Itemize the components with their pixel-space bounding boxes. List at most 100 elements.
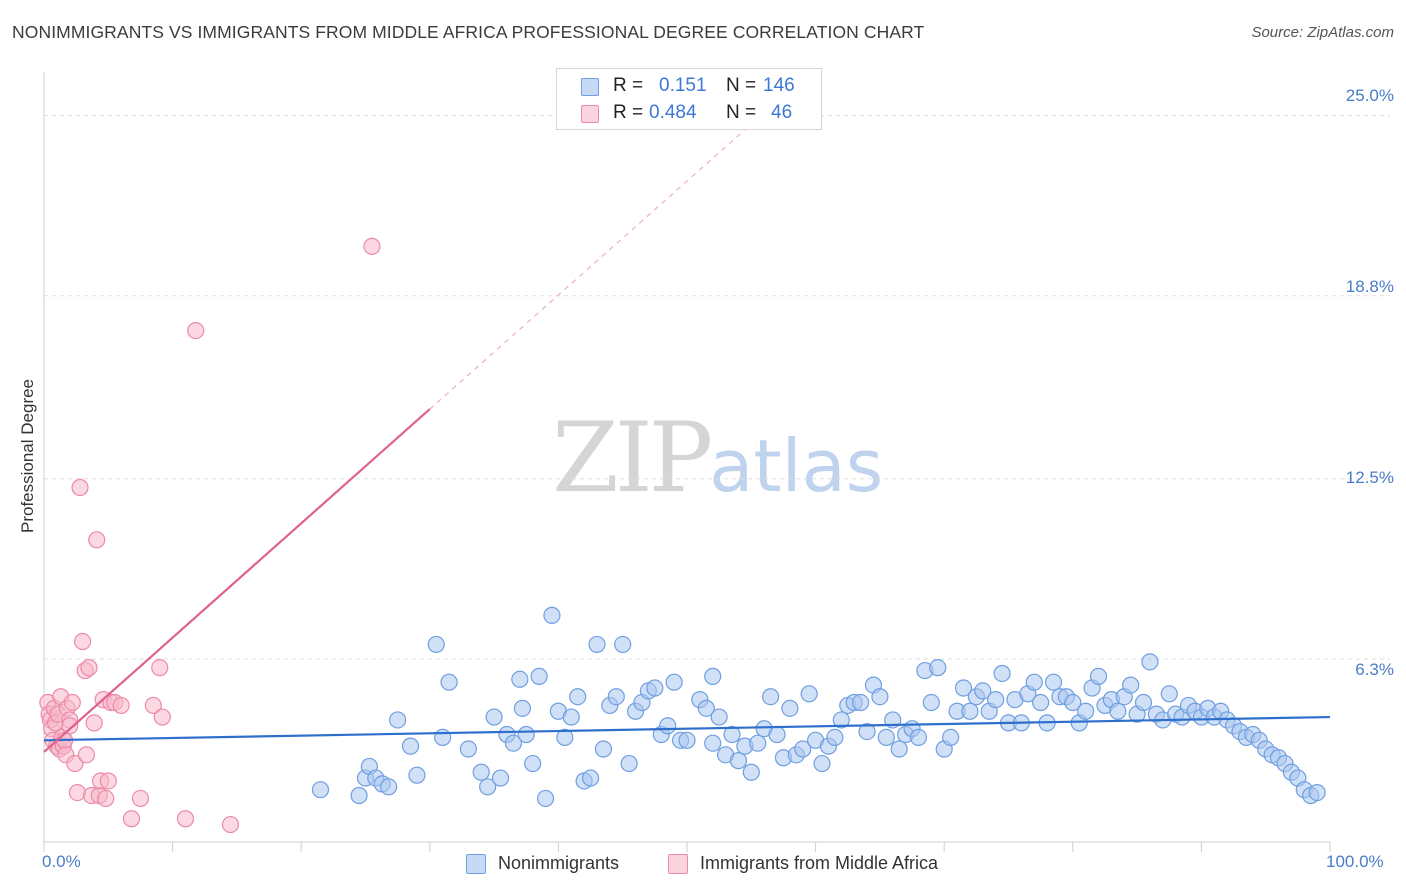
nonimmigrant-point <box>929 659 947 677</box>
x-tick-label-min: 0.0% <box>42 852 81 871</box>
y-tick-label-18-8: 18.8% <box>1345 277 1394 296</box>
legend-n-label: N = <box>726 75 757 96</box>
nonimmigrant-point <box>607 688 625 706</box>
immigrant-point <box>97 789 115 808</box>
nonimmigrant-point <box>974 682 992 700</box>
immigrant-point <box>187 322 205 340</box>
immigrant-point <box>176 810 195 828</box>
nonimmigrant-point <box>646 679 664 697</box>
legend-n-value: 46 <box>771 102 793 123</box>
nonimmigrant-point <box>761 688 780 706</box>
nonimmigrant-point <box>401 737 420 755</box>
nonimmigrant-point <box>832 711 850 729</box>
nonimmigrant-point <box>380 778 398 796</box>
nonimmigrant-point <box>749 734 767 752</box>
immigrant-trend-extension <box>429 112 765 410</box>
nonimmigrant-point <box>1122 676 1140 694</box>
nonimmigrant-point <box>427 635 445 654</box>
nonimmigrant-point <box>459 740 477 758</box>
legend-swatch-immigrants <box>668 854 688 874</box>
nonimmigrant-point <box>350 786 368 805</box>
nonimmigrant-point <box>993 664 1011 683</box>
immigrant-point <box>112 696 130 715</box>
nonimmigrant-point <box>697 699 715 717</box>
x-tick-label-max: 100.0% <box>1326 852 1384 871</box>
nonimmigrant-point <box>530 667 548 685</box>
immigrant-point <box>71 478 89 497</box>
immigrant-point <box>131 789 150 808</box>
immigrant-point <box>88 531 106 549</box>
nonimmigrant-point <box>678 731 696 749</box>
correlation-legend: R = 0.151 N = 146 R = 0.484 N = 46 <box>556 68 822 130</box>
y-tick-label-25: 25.0% <box>1345 86 1394 105</box>
immigrant-point <box>85 714 103 732</box>
nonimmigrant-point <box>710 708 728 726</box>
nonimmigrant-point <box>588 635 606 654</box>
legend-n-value: 146 <box>763 75 795 96</box>
nonimmigrant-point <box>852 693 870 712</box>
nonimmigrant-point <box>942 728 960 746</box>
nonimmigrant-point <box>871 688 889 706</box>
nonimmigrant-point <box>479 778 497 796</box>
nonimmigrant-point <box>1032 693 1050 712</box>
nonimmigrant-point <box>1141 653 1159 671</box>
immigrant-point <box>221 815 240 834</box>
nonimmigrant-point <box>485 708 503 726</box>
immigrant-point <box>144 696 162 715</box>
nonimmigrant-point <box>581 769 600 787</box>
nonimmigrant-point <box>524 754 542 773</box>
nonimmigrant-point <box>408 766 426 784</box>
chart-title: NONIMMIGRANTS VS IMMIGRANTS FROM MIDDLE … <box>12 22 925 42</box>
nonimmigrant-point <box>389 711 407 729</box>
nonimmigrant-point <box>1044 673 1063 691</box>
nonimmigrant-point <box>768 725 786 744</box>
nonimmigrant-point <box>987 691 1005 709</box>
nonimmigrant-point <box>543 606 561 624</box>
nonimmigrant-point <box>890 740 908 758</box>
nonimmigrant-point <box>961 702 979 720</box>
y-axis-title: Professional Degree <box>18 378 37 534</box>
immigrant-point <box>73 632 92 651</box>
immigrant-point <box>80 659 98 677</box>
nonimmigrant-point <box>1064 693 1082 712</box>
legend-swatch-nonimmigrants <box>466 854 486 874</box>
nonimmigrant-point <box>659 717 677 735</box>
nonimmigrant-point <box>665 673 683 691</box>
watermark-zip: ZIP <box>552 402 713 514</box>
nonimmigrant-point <box>594 740 613 758</box>
nonimmigrant-trend-line <box>43 715 1331 742</box>
nonimmigrant-point <box>504 734 522 752</box>
nonimmigrant-point <box>742 763 760 781</box>
y-tick-label-12-5: 12.5% <box>1345 468 1394 487</box>
watermark-atlas: atlas <box>709 424 884 508</box>
nonimmigrant-point <box>536 789 555 808</box>
immigrant-point <box>61 717 79 735</box>
nonimmigrant-point <box>1160 685 1178 703</box>
nonimmigrant-point <box>472 763 490 781</box>
nonimmigrant-point <box>800 685 818 703</box>
legend-label-immigrants: Immigrants from Middle Africa <box>700 853 939 873</box>
nonimmigrant-point <box>1089 667 1108 685</box>
immigrant-point <box>153 708 171 726</box>
y-tick-label-6-3: 6.3% <box>1355 660 1394 679</box>
nonimmigrant-point <box>729 752 748 770</box>
nonimmigrant-point <box>620 754 638 773</box>
nonimmigrant-point <box>1134 693 1153 712</box>
immigrant-point <box>77 746 96 764</box>
nonimmigrant-point <box>491 769 510 787</box>
legend-r-value: 0.151 <box>659 75 707 96</box>
nonimmigrant-point <box>954 679 973 697</box>
nonimmigrant-point <box>781 699 799 717</box>
nonimmigrant-point <box>922 693 940 712</box>
immigrant-point <box>122 810 141 828</box>
nonimmigrant-point <box>1077 702 1095 720</box>
nonimmigrant-point <box>1025 673 1043 691</box>
immigrant-point <box>363 237 381 255</box>
nonimmigrant-point <box>858 722 876 741</box>
immigrant-point <box>151 659 169 677</box>
nonimmigrant-point <box>517 725 535 744</box>
source-label: Source: ZipAtlas.com <box>1251 24 1394 41</box>
nonimmigrant-point <box>562 708 580 726</box>
legend-n-label: N = <box>726 102 757 123</box>
nonimmigrant-point <box>704 734 722 752</box>
